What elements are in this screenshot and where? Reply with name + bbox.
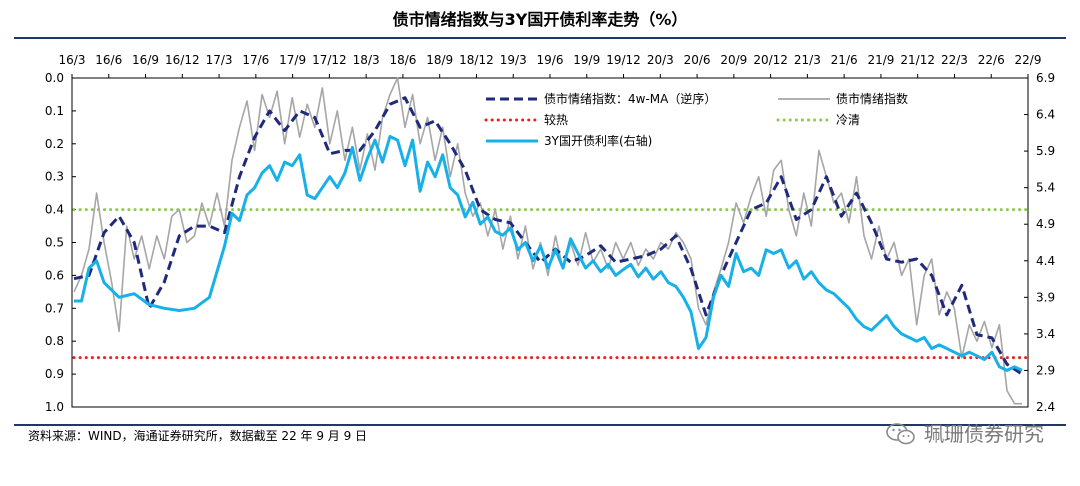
- x-tick-label: 21/6: [831, 53, 858, 67]
- y-right-tick-label: 3.9: [1036, 290, 1055, 304]
- y-left-tick-label: 1.0: [45, 400, 64, 414]
- y-right-tick-label: 2.9: [1036, 363, 1055, 377]
- y-right-tick-label: 4.9: [1036, 217, 1055, 231]
- x-tick-label: 22/9: [1015, 53, 1042, 67]
- raw-index-line: [73, 77, 1022, 405]
- y-right-tick-label: 6.4: [1036, 108, 1055, 122]
- x-tick-label: 18/12: [459, 53, 494, 67]
- legend-label: 3Y国开债利率(右轴): [544, 133, 652, 148]
- y-right-tick-label: 3.4: [1036, 327, 1055, 341]
- x-tick-label: 19/6: [537, 53, 564, 67]
- brand: 珮珊债券研究: [886, 421, 1044, 447]
- legend-label: 较热: [544, 112, 568, 127]
- x-axis-ticks: 16/3 16/6 16/9 16/12 17/3 17/6 17/9 17/12 18/3 18…: [59, 53, 1042, 78]
- x-tick-label: 21/9: [867, 53, 894, 67]
- y-right-tick-label: 2.4: [1036, 400, 1055, 414]
- x-tick-label: 20/12: [753, 53, 788, 67]
- y-right-tick-label: 4.4: [1036, 254, 1055, 268]
- x-tick-label: 18/6: [389, 53, 416, 67]
- y-right-tick-label: 6.9: [1036, 71, 1055, 85]
- x-tick-label: 17/3: [206, 53, 233, 67]
- y-right-tick-label: 5.4: [1036, 181, 1055, 195]
- y-right-axis: 6.9 6.4 5.9 5.4 4.9 4.4 3.9 3.4 2.9 2.4: [1024, 71, 1055, 414]
- x-tick-label: 17/12: [312, 53, 347, 67]
- x-tick-label: 16/9: [132, 53, 159, 67]
- chart-title: 债市情绪指数与3Y国开债利率走势（%）: [392, 10, 688, 29]
- y-left-tick-label: 0.5: [45, 236, 64, 250]
- y-left-tick-label: 0.0: [45, 71, 64, 85]
- rate-line: [74, 135, 1023, 372]
- x-tick-label: 20/6: [684, 53, 711, 67]
- x-tick-label: 19/9: [573, 53, 600, 67]
- x-tick-label: 18/9: [426, 53, 453, 67]
- x-tick-label: 16/6: [95, 53, 122, 67]
- x-tick-label: 21/12: [900, 53, 935, 67]
- source-note: 资料来源：WIND，海通证券研究所，数据截至 22 年 9 月 9 日: [28, 429, 368, 443]
- y-left-tick-label: 0.8: [45, 334, 64, 348]
- chart: 16/3 16/6 16/9 16/12 17/3 17/6 17/9 17/12 18/3 18…: [45, 53, 1055, 414]
- series-layer: [72, 77, 1028, 405]
- title-rule: [14, 7, 1066, 39]
- x-tick-label: 18/3: [353, 53, 380, 67]
- y-left-tick-label: 0.2: [45, 137, 64, 151]
- legend-label: 冷清: [836, 113, 860, 127]
- x-tick-label: 22/3: [941, 53, 968, 67]
- chart-frame: [14, 7, 1066, 426]
- y-left-tick-label: 0.6: [45, 268, 64, 282]
- y-left-axis: 0.0 0.1 0.2 0.3 0.4 0.5 0.6 0.7 0.8 0.9 1.0: [45, 71, 76, 414]
- x-tick-label: 16/3: [59, 53, 86, 67]
- wechat-icon: [886, 423, 915, 445]
- x-tick-label: 17/9: [279, 53, 306, 67]
- x-tick-label: 19/12: [606, 53, 641, 67]
- legend-label: 债市情绪指数: [836, 91, 908, 106]
- y-left-tick-label: 0.7: [45, 301, 64, 315]
- x-tick-label: 20/3: [647, 53, 674, 67]
- y-left-tick-label: 0.9: [45, 367, 64, 381]
- legend-label: 债市情绪指数：4w-MA（逆序）: [544, 91, 716, 106]
- x-tick-label: 22/6: [978, 53, 1005, 67]
- y-left-tick-label: 0.1: [45, 104, 64, 118]
- brand-name: 珮珊债券研究: [924, 422, 1044, 446]
- x-tick-label: 20/9: [720, 53, 747, 67]
- y-left-tick-label: 0.4: [45, 203, 64, 217]
- ma-index-line: [73, 96, 1023, 376]
- y-right-tick-label: 5.9: [1036, 144, 1055, 158]
- x-tick-label: 17/6: [242, 53, 269, 67]
- x-tick-label: 21/3: [794, 53, 821, 67]
- x-tick-label: 16/12: [165, 53, 200, 67]
- x-tick-label: 19/3: [500, 53, 527, 67]
- y-left-tick-label: 0.3: [45, 170, 64, 184]
